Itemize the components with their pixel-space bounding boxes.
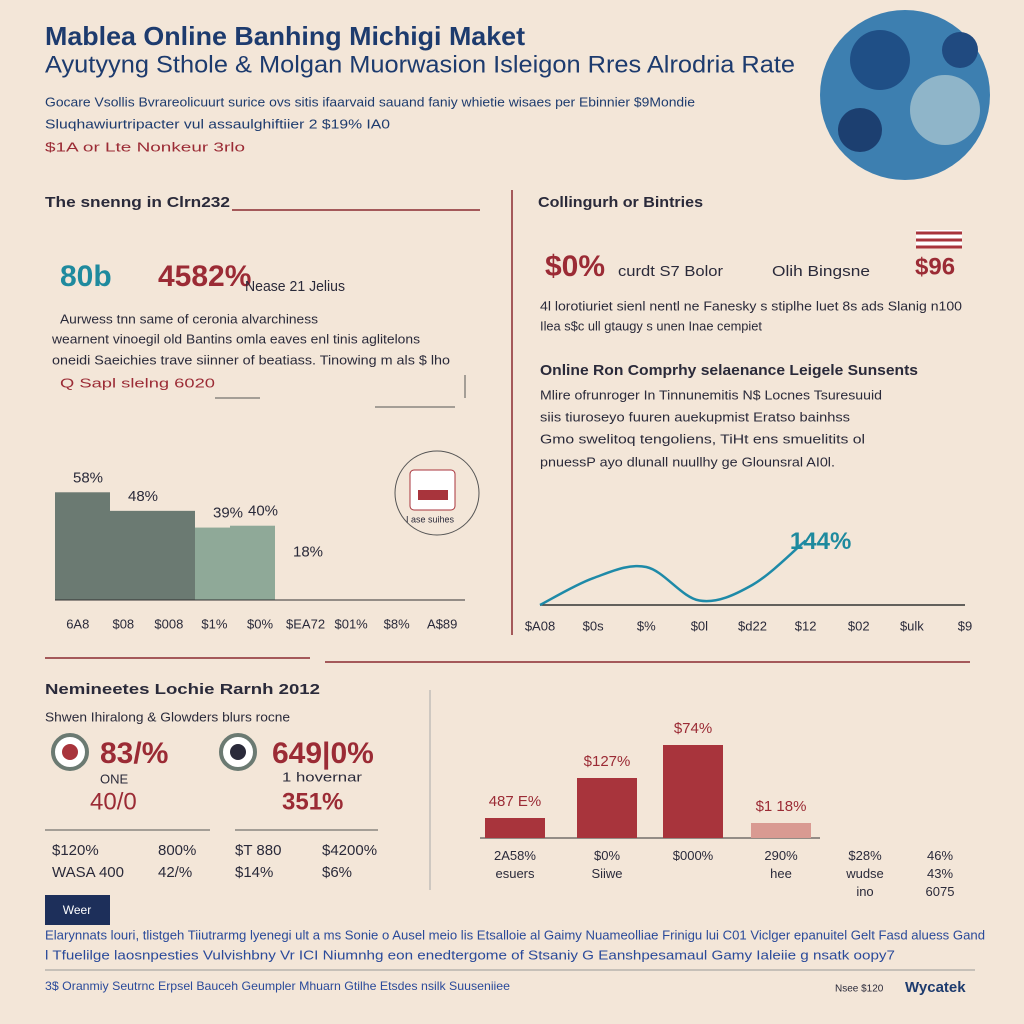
stat: 83/% [100, 737, 168, 770]
subheading: Shwen Ihiralong & Glowders blurs rocne [45, 709, 290, 724]
table-cell: 800% [158, 842, 196, 859]
x-tick-label: 290% hee [764, 848, 798, 881]
bar-label: 39% [213, 505, 243, 522]
bar [577, 778, 637, 838]
x-tick-label: $1% [201, 616, 227, 631]
x-tick-label: $0l [691, 618, 708, 633]
x-tick-label: $% [637, 618, 656, 633]
footer-small: 3$ Oranmiy Seutrnc Erpsel Bauceh Geumple… [45, 979, 510, 993]
bar-label: 18% [293, 544, 323, 561]
stat: $0% [545, 250, 605, 283]
text-line: 4l lorotiuriet sienl nentl ne Fanesky s … [540, 298, 962, 313]
bar-label: $127% [584, 753, 631, 770]
bar-label: 48% [128, 488, 158, 505]
icon [394, 450, 480, 536]
stat-label: curdt S7 Bolor [618, 263, 723, 280]
intro-note: $1A or Lte Nonkeur 3rlo [45, 139, 245, 154]
bar [195, 527, 230, 600]
intro-line: Gocare Vsollis Bvrareolicuurt surice ovs… [45, 94, 695, 109]
logo: Wycatek [905, 979, 966, 996]
button-label[interactable]: Weer [63, 903, 91, 917]
x-tick-label: $0s [583, 618, 604, 633]
text-line: pnuessP ayo dlunall nuullhy ge Glounsral… [540, 454, 835, 469]
text-line: wearnent vinoegil old Bantins omla eaves… [51, 331, 421, 346]
x-tick-label: 6A8 [66, 616, 89, 631]
bar-label: 40% [248, 503, 278, 520]
text-line: Mlire ofrunroger In Tinnunemitis N$ Locn… [540, 387, 882, 402]
bar [485, 818, 545, 838]
title: Mablea Online Banhing Michigi Maket [45, 21, 525, 51]
globe [820, 10, 990, 180]
x-tick-label: $8% [384, 616, 410, 631]
x-tick-label: $28% wudse ino [845, 848, 884, 899]
note: Q Sapl slelng 6020 [60, 375, 215, 390]
x-tick-label: A$89 [427, 616, 457, 631]
x-tick-label: 46% 43% 6075 [926, 848, 955, 899]
x-tick-label: $000% [673, 848, 714, 863]
x-tick-label: 2A58% esuers [494, 848, 536, 881]
table-cell: $T 880 [235, 842, 281, 859]
x-tick-label: $EA72 [286, 616, 325, 631]
x-tick-label: $02 [848, 618, 870, 633]
subtitle: Ayutyyng Sthole & Molgan Muorwasion Isle… [45, 51, 795, 78]
footer-line: Elarynnats louri, tlistgeh Tiiutrarmg ly… [45, 927, 985, 942]
footer-tag: Nsee $120 [835, 984, 884, 995]
stat: $96 [915, 253, 955, 280]
x-tick-label: $0% [247, 616, 273, 631]
text-line: oneidi Saeichies trave siinner of beatia… [52, 352, 450, 367]
button[interactable] [45, 895, 110, 925]
stat-sub: 40/0 [90, 788, 137, 815]
section-heading: Online Ron Comprhy selaenance Leigele Su… [540, 362, 918, 379]
bar [55, 492, 110, 600]
text-line: Gmo swelitoq tengoliens, TiHt ens smueli… [540, 431, 865, 446]
bar [751, 823, 811, 838]
table-cell: 42/% [158, 864, 192, 881]
stat-sub: 351% [282, 788, 343, 815]
x-tick-label: $9 [958, 618, 972, 633]
text-line: Aurwess tnn same of ceronia alvarchiness [60, 311, 319, 326]
stat-label: ONE [100, 771, 129, 786]
bar [110, 510, 195, 600]
stat: 4582% [158, 260, 251, 293]
stat-label: Nease 21 Jelius [245, 278, 345, 295]
intro-line: Sluqhawiurtripacter vul assaulghiftiier … [45, 116, 390, 131]
table-cell: $14% [235, 864, 273, 881]
stat-label: Olih Bingsne [772, 263, 870, 280]
bar [230, 525, 275, 600]
bar-label: $74% [674, 720, 712, 737]
bar-label: $1 18% [756, 798, 807, 815]
bar [663, 745, 723, 838]
table-cell: WASA 400 [52, 864, 124, 881]
icon [51, 733, 257, 771]
section-heading: The snenng in Clrn232 [45, 194, 230, 211]
x-tick-label: $12 [795, 618, 817, 633]
x-tick-label: $0% Siiwe [591, 848, 622, 881]
line-series [539, 539, 807, 607]
x-tick-label: $ulk [900, 618, 924, 633]
line-annotation: 144% [790, 528, 851, 555]
icon-label: I ase suihes [406, 514, 455, 524]
table-cell: $120% [52, 842, 99, 859]
stat: 649|0% [272, 737, 374, 770]
flag-icon [916, 230, 962, 249]
x-tick-label: $01% [334, 616, 368, 631]
x-tick-label: $008 [154, 616, 183, 631]
bar-label: 487 E% [489, 793, 542, 810]
x-tick-label: $08 [112, 616, 134, 631]
section-heading: Collingurh or Bintries [538, 194, 703, 211]
stat-label: 1 hovernar [282, 769, 363, 784]
section-heading: Nemineetes Lochie Rarnh 2012 [45, 681, 320, 698]
bar-label: 58% [73, 469, 103, 486]
table-cell: $4200% [322, 842, 377, 859]
text-line: siis tiuroseyo fuuren auekupmist Eratso … [540, 409, 851, 424]
text-line: Ilea s$c ull gtaugy s unen Inae cempiet [540, 318, 762, 333]
stat-table: $120% 800% $T 880 $4200% WASA 400 42/% $14% $6% [52, 842, 377, 881]
x-tick-label: $A08 [525, 618, 555, 633]
table-cell: $6% [322, 864, 352, 881]
footer-line: l Tfuelilge laosnpesties Vulvishbny Vr I… [45, 947, 895, 962]
x-tick-label: $d22 [738, 618, 767, 633]
stat: 80b [60, 260, 112, 293]
